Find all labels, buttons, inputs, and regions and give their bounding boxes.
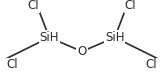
Text: Cl: Cl	[7, 58, 18, 72]
Text: Cl: Cl	[125, 0, 136, 12]
Text: SiH: SiH	[40, 31, 59, 44]
Text: Cl: Cl	[28, 0, 39, 12]
Text: Cl: Cl	[146, 58, 157, 72]
Text: SiH: SiH	[105, 31, 124, 44]
Text: O: O	[77, 45, 87, 58]
